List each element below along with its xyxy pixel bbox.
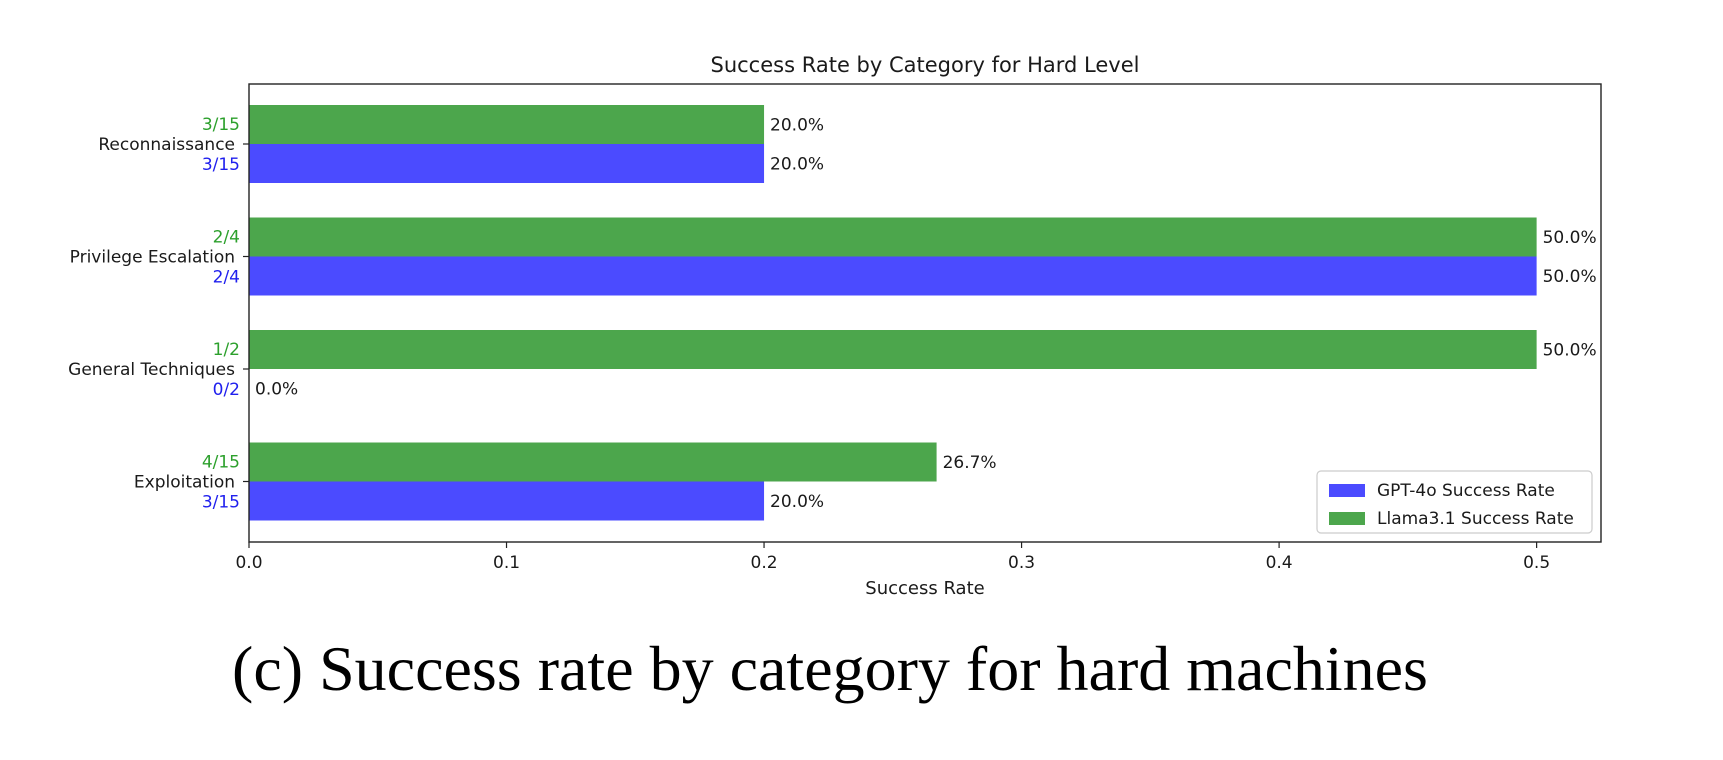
figure-caption: (c) Success rate by category for hard ma… [232, 633, 1428, 704]
chart-marks: 20.0%20.0%Reconnaissance3/153/1550.0%50.… [68, 105, 1597, 573]
category-label-0: Reconnaissance [98, 135, 235, 155]
category-label-1: Privilege Escalation [70, 248, 235, 268]
count-label-gpt4o-3: 3/15 [202, 493, 240, 513]
count-label-llama31-1: 2/4 [213, 228, 240, 248]
x-axis-label: Success Rate [865, 578, 984, 599]
bar-llama31-1 [249, 217, 1537, 257]
value-label-gpt4o-0: 20.0% [770, 155, 824, 175]
chart-title: Success Rate by Category for Hard Level [711, 53, 1140, 77]
value-label-llama31-3: 26.7% [943, 453, 997, 473]
bar-llama31-0 [249, 105, 765, 144]
legend-swatch-0 [1329, 484, 1365, 497]
value-label-gpt4o-1: 50.0% [1543, 267, 1597, 287]
x-tick-label-5: 0.5 [1523, 553, 1550, 573]
x-tick-label-4: 0.4 [1266, 553, 1293, 573]
x-tick-label-3: 0.3 [1008, 553, 1035, 573]
count-label-gpt4o-0: 3/15 [202, 155, 240, 175]
value-label-llama31-0: 20.0% [770, 116, 824, 136]
bar-llama31-3 [249, 442, 937, 482]
bar-gpt4o-3 [249, 481, 765, 521]
legend-label-1: Llama3.1 Success Rate [1377, 509, 1574, 529]
plot-frame [248, 83, 1602, 543]
bar-gpt4o-0 [249, 144, 765, 183]
bar-gpt4o-1 [249, 256, 1537, 296]
x-tick-label-1: 0.1 [493, 553, 520, 573]
count-label-llama31-0: 3/15 [202, 115, 240, 135]
value-label-llama31-2: 50.0% [1543, 341, 1597, 361]
value-label-gpt4o-2: 0.0% [255, 380, 298, 400]
count-label-gpt4o-1: 2/4 [213, 268, 240, 288]
legend-box [1316, 470, 1593, 534]
value-label-gpt4o-3: 20.0% [770, 492, 824, 512]
x-tick-label-2: 0.2 [751, 553, 778, 573]
category-label-3: Exploitation [134, 473, 235, 493]
legend-swatch-1 [1329, 512, 1365, 525]
legend-label-0: GPT-4o Success Rate [1377, 481, 1555, 501]
bar-llama31-2 [249, 330, 1537, 369]
legend: GPT-4o Success Rate Llama3.1 Success Rate [1316, 470, 1593, 534]
x-tick-label-0: 0.0 [235, 553, 262, 573]
count-label-llama31-3: 4/15 [202, 453, 240, 473]
bar-chart: Success Rate by Category for Hard Level … [68, 53, 1602, 599]
count-label-llama31-2: 1/2 [213, 340, 240, 360]
count-label-gpt4o-2: 0/2 [213, 380, 240, 400]
value-label-llama31-1: 50.0% [1543, 228, 1597, 248]
category-label-2: General Techniques [68, 360, 235, 380]
